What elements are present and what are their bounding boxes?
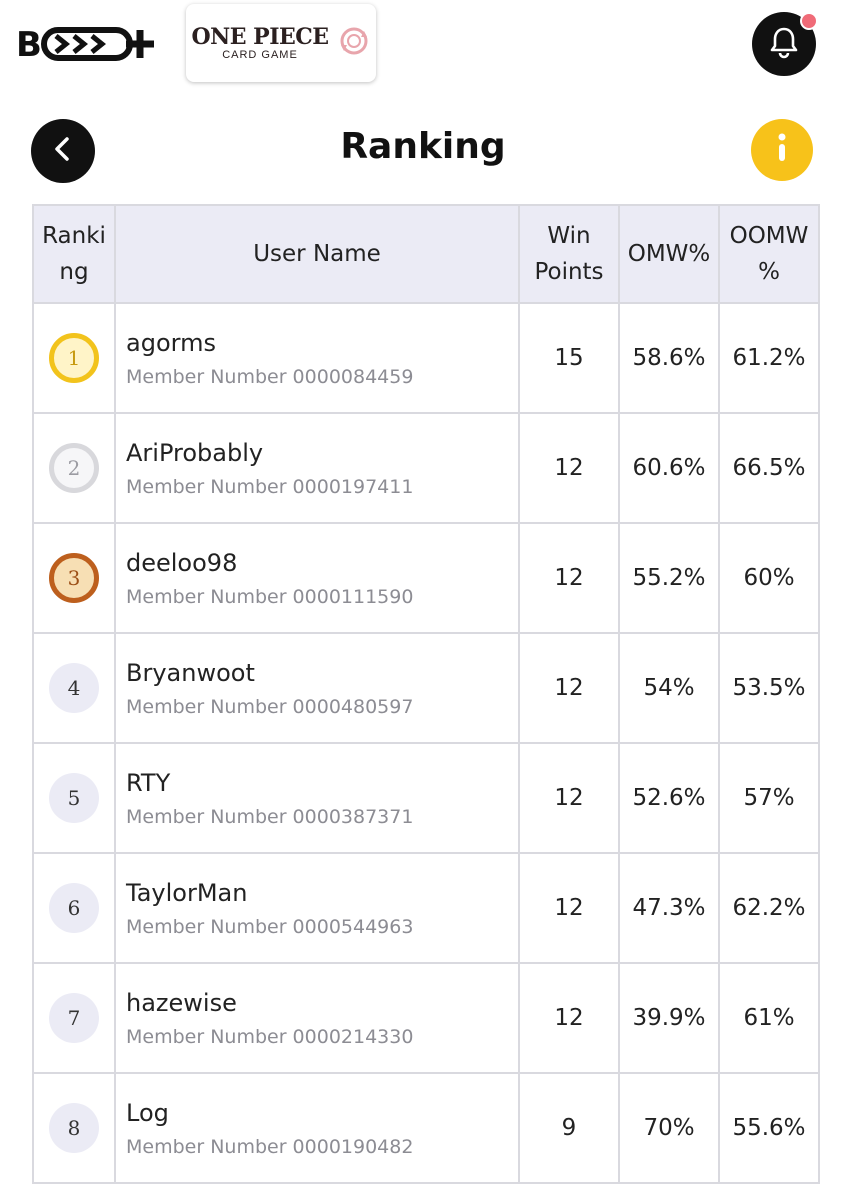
win-points-cell: 12: [518, 412, 620, 524]
chevron-left-icon: [48, 134, 78, 168]
back-button[interactable]: [31, 119, 95, 183]
member-number: Member Number 0000190482: [126, 1136, 414, 1158]
svg-text:B: B: [16, 25, 41, 64]
brand-logo[interactable]: B: [16, 22, 156, 64]
header-oomw: OOMW %: [718, 204, 820, 304]
oomw-cell: 61.2%: [718, 302, 820, 414]
bronze-medal-icon: 3: [49, 553, 99, 603]
omw-cell: 60.6%: [618, 412, 720, 524]
rank-badge: 4: [49, 663, 99, 713]
header-ranking: Ranki ng: [32, 204, 116, 304]
brand-logo-mark: B: [16, 25, 154, 64]
win-points-cell: 12: [518, 632, 620, 744]
table-row[interactable]: 8 Log Member Number 0000190482 9 70% 55.6…: [32, 1072, 820, 1184]
user-name: hazewise: [126, 989, 237, 1017]
header-omw: OMW%: [618, 204, 720, 304]
game-logo-badge[interactable]: ONE PIECE CARD GAME: [186, 4, 376, 82]
win-points-cell: 12: [518, 522, 620, 634]
silver-medal-icon: 2: [49, 443, 99, 493]
user-name: RTY: [126, 769, 171, 797]
table-row[interactable]: 1 agorms Member Number 0000084459 15 58.6…: [32, 302, 820, 414]
member-number: Member Number 0000214330: [126, 1026, 414, 1048]
table-row[interactable]: 3 deeloo98 Member Number 0000111590 12 55…: [32, 522, 820, 634]
ranking-table: Ranki ng User Name Win Points OMW% OOMW …: [32, 204, 820, 1184]
rank-badge: 6: [49, 883, 99, 933]
user-name: agorms: [126, 329, 216, 357]
notification-dot: [800, 12, 818, 30]
member-number: Member Number 0000387371: [126, 806, 414, 828]
user-name: TaylorMan: [126, 879, 248, 907]
user-name: Log: [126, 1099, 169, 1127]
game-title: ONE PIECE: [191, 24, 329, 50]
table-row[interactable]: 2 AriProbably Member Number 0000197411 12…: [32, 412, 820, 524]
member-number: Member Number 0000480597: [126, 696, 414, 718]
bell-icon: [767, 25, 801, 63]
omw-cell: 55.2%: [618, 522, 720, 634]
info-icon: [767, 131, 797, 169]
member-number: Member Number 0000111590: [126, 586, 414, 608]
member-number: Member Number 0000084459: [126, 366, 414, 388]
rank-badge: 8: [49, 1103, 99, 1153]
member-number: Member Number 0000197411: [126, 476, 414, 498]
table-row[interactable]: 7 hazewise Member Number 0000214330 12 39…: [32, 962, 820, 1074]
win-points-cell: 15: [518, 302, 620, 414]
omw-cell: 58.6%: [618, 302, 720, 414]
gold-medal-icon: 1: [49, 333, 99, 383]
game-subtitle: CARD GAME: [222, 49, 298, 61]
table-row[interactable]: 4 Bryanwoot Member Number 0000480597 12 5…: [32, 632, 820, 744]
rank-badge: 5: [49, 773, 99, 823]
omw-cell: 47.3%: [618, 852, 720, 964]
member-number: Member Number 0000544963: [126, 916, 414, 938]
omw-cell: 70%: [618, 1072, 720, 1184]
win-points-cell: 12: [518, 852, 620, 964]
win-points-cell: 12: [518, 742, 620, 854]
oomw-cell: 57%: [718, 742, 820, 854]
oomw-cell: 62.2%: [718, 852, 820, 964]
rank-badge: 7: [49, 993, 99, 1043]
table-row[interactable]: 6 TaylorMan Member Number 0000544963 12 4…: [32, 852, 820, 964]
oomw-cell: 53.5%: [718, 632, 820, 744]
table-row[interactable]: 5 RTY Member Number 0000387371 12 52.6% 5…: [32, 742, 820, 854]
oomw-cell: 60%: [718, 522, 820, 634]
circular-arrows-icon: [337, 24, 371, 62]
user-name: deeloo98: [126, 549, 238, 577]
omw-cell: 52.6%: [618, 742, 720, 854]
oomw-cell: 66.5%: [718, 412, 820, 524]
win-points-cell: 12: [518, 962, 620, 1074]
oomw-cell: 61%: [718, 962, 820, 1074]
omw-cell: 39.9%: [618, 962, 720, 1074]
page-title: Ranking: [340, 126, 506, 167]
win-points-cell: 9: [518, 1072, 620, 1184]
info-button[interactable]: [751, 119, 813, 181]
oomw-cell: 55.6%: [718, 1072, 820, 1184]
user-name: Bryanwoot: [126, 659, 255, 687]
header-user-name: User Name: [114, 204, 520, 304]
omw-cell: 54%: [618, 632, 720, 744]
header-win-points: Win Points: [518, 204, 620, 304]
table-header-row: Ranki ng User Name Win Points OMW% OOMW …: [32, 204, 820, 304]
user-name: AriProbably: [126, 439, 264, 467]
